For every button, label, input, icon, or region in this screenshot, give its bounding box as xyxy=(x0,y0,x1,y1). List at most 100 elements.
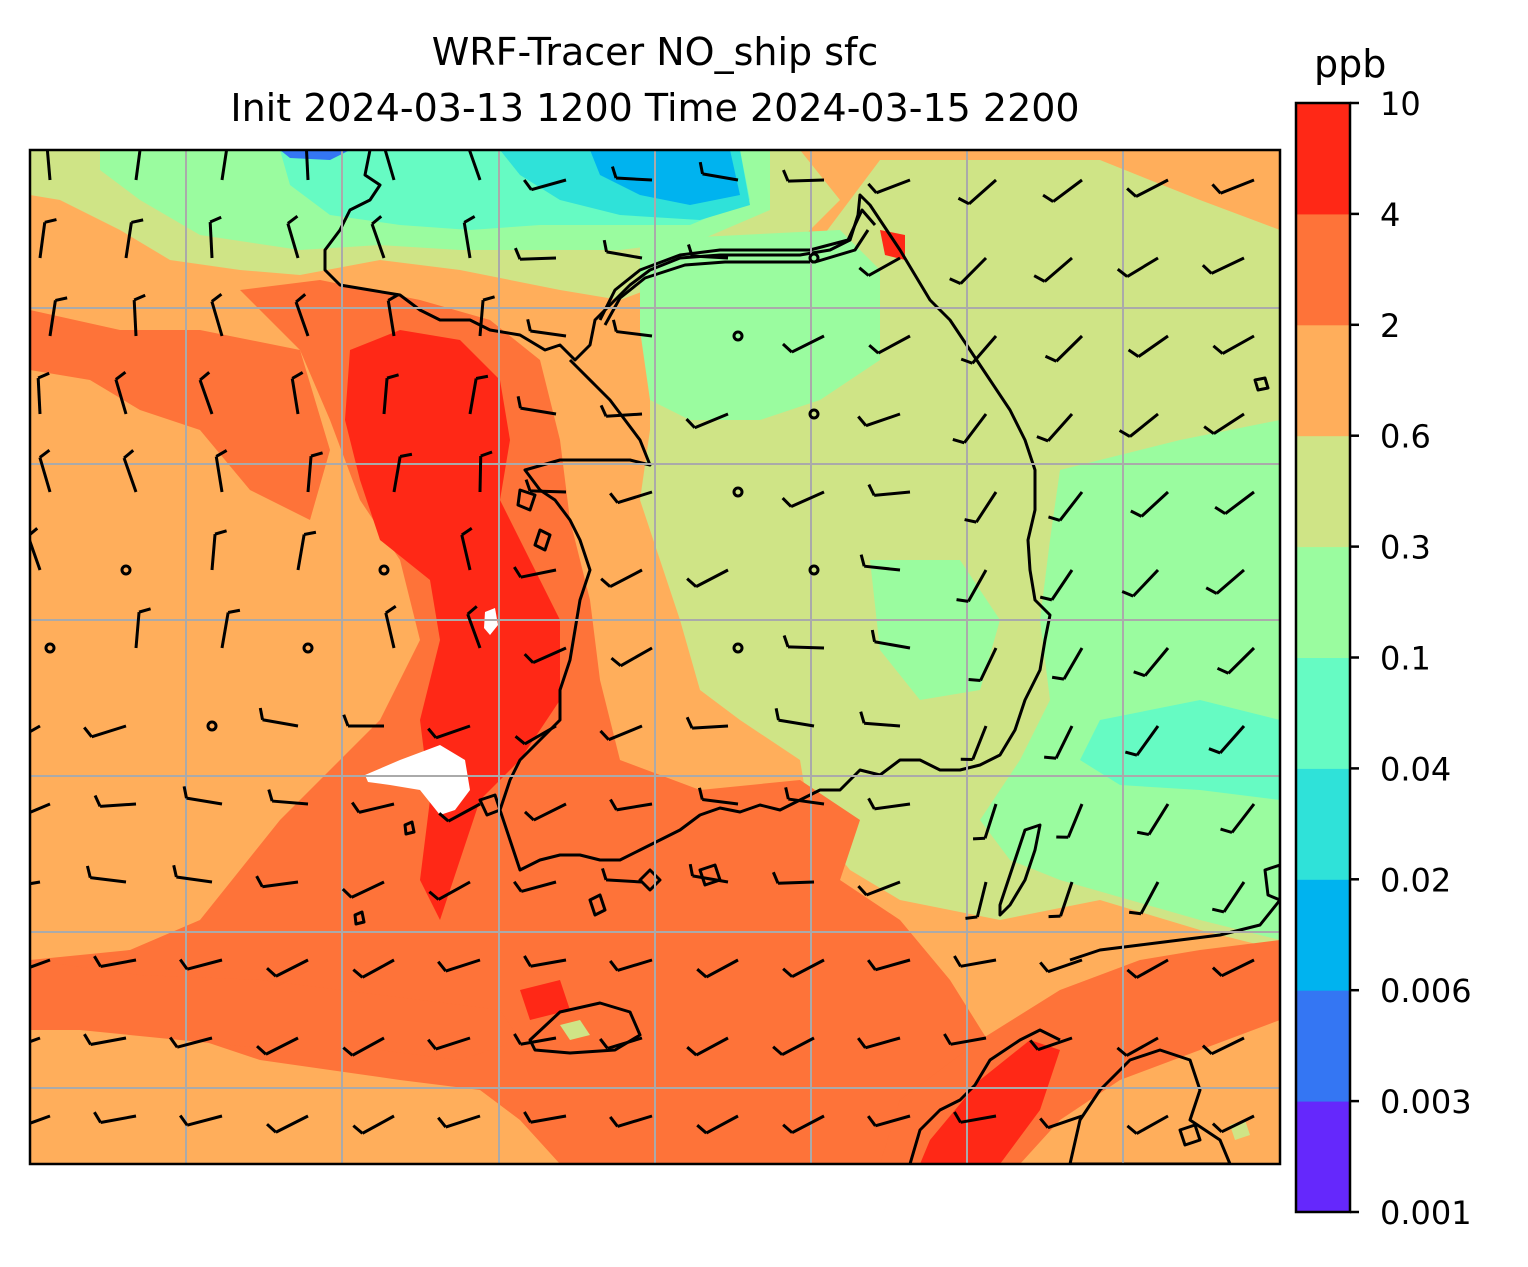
colorbar-tick-label: 10 xyxy=(1380,85,1421,123)
wind-barb xyxy=(93,1111,137,1124)
wind-barb xyxy=(698,161,739,182)
field-max-red xyxy=(345,330,560,920)
wind-barb xyxy=(1216,646,1256,675)
wind-barb xyxy=(208,215,222,259)
wind-barb xyxy=(609,798,653,812)
wind-barb xyxy=(968,647,998,683)
wind-barb xyxy=(698,787,739,806)
map-frame xyxy=(28,148,1282,1166)
wind-barb xyxy=(44,642,56,654)
wind-barb xyxy=(1211,881,1246,914)
coastline-island-korea-south-3 xyxy=(588,893,607,917)
wind-barb xyxy=(220,608,241,649)
wind-barb xyxy=(1048,491,1084,522)
wind-barb xyxy=(132,293,146,337)
wind-barb xyxy=(685,412,729,430)
wind-barb xyxy=(523,802,567,822)
wind-barb xyxy=(428,880,471,901)
wind-barb xyxy=(1126,178,1169,198)
wind-barb xyxy=(523,1111,567,1124)
field-jeju-green xyxy=(560,1020,590,1040)
wind-barb xyxy=(392,452,413,493)
wind-barb xyxy=(964,491,998,524)
wind-barb xyxy=(468,374,489,415)
coastline-island-sw-1 xyxy=(1178,1123,1202,1147)
map-panel xyxy=(30,150,1280,1164)
coastline-island-korea-west-2 xyxy=(533,528,552,552)
wind-barb xyxy=(437,1114,481,1129)
wind-barb xyxy=(83,724,127,739)
wind-barb xyxy=(1133,647,1170,678)
wind-barb xyxy=(30,958,51,969)
colorbar-tick-label: 0.006 xyxy=(1380,972,1472,1010)
wind-barb xyxy=(867,797,911,811)
wind-barb xyxy=(85,865,127,884)
wind-barb xyxy=(782,958,825,979)
wind-barb xyxy=(384,605,397,649)
wind-barb xyxy=(514,724,557,746)
wind-barb xyxy=(732,486,744,498)
wind-barb xyxy=(599,1036,643,1050)
wind-barb xyxy=(774,708,815,728)
wind-barb xyxy=(1126,958,1169,979)
colorbar-band xyxy=(1296,990,1350,1102)
wind-barb xyxy=(782,635,825,650)
wind-barb xyxy=(134,607,151,649)
coastline-island-sw-2 xyxy=(1263,863,1280,902)
coastline-jeju xyxy=(528,1001,642,1055)
wind-barb xyxy=(1220,803,1256,834)
wind-barb xyxy=(1214,490,1255,515)
wind-barb xyxy=(198,371,214,415)
wind-barb xyxy=(523,955,567,968)
wind-barb xyxy=(609,490,653,505)
coastline-se-islands xyxy=(908,1028,1061,1164)
wind-barb xyxy=(867,483,911,497)
wind-barb xyxy=(523,646,567,665)
wind-barb xyxy=(286,215,300,259)
coastline-kyushu xyxy=(1068,1048,1232,1164)
wind-barb xyxy=(516,396,557,416)
field-north-blue xyxy=(590,150,740,205)
wind-barb xyxy=(1211,178,1255,195)
wind-barb xyxy=(1211,958,1255,978)
wind-barb xyxy=(781,334,825,354)
wind-barb xyxy=(1048,881,1074,919)
wind-barb xyxy=(1128,881,1160,916)
wind-barb xyxy=(960,335,998,365)
wind-barb xyxy=(290,371,304,415)
wind-barb xyxy=(83,1033,127,1046)
wind-barb xyxy=(610,646,653,668)
wind-barb xyxy=(370,215,386,259)
wind-barb xyxy=(512,880,557,893)
wind-barb xyxy=(732,642,744,654)
colorbar-band xyxy=(1296,324,1350,437)
wind-barb xyxy=(1121,568,1160,598)
wind-barb xyxy=(93,794,137,808)
colorbar: 0.001 0.003 0.006 0.02 0.04 0.1 0.3 0.6 2 4 10 xyxy=(1294,85,1472,1232)
wind-barb xyxy=(1036,413,1074,443)
colorbar-tick-label: 0.02 xyxy=(1380,861,1451,899)
wind-barb xyxy=(609,1114,653,1128)
wind-barb xyxy=(781,490,825,508)
wind-barb xyxy=(386,293,400,337)
wind-barb xyxy=(1039,1114,1083,1130)
colorbar-band xyxy=(1296,657,1350,769)
colorbar-unit-label: ppb xyxy=(1314,42,1387,86)
wind-barb xyxy=(48,296,68,337)
wind-barb xyxy=(478,295,495,337)
coastline-honshu xyxy=(1069,899,1280,962)
coastline-island-korea-south-5 xyxy=(403,820,416,836)
wind-barb xyxy=(342,714,385,728)
wind-barb xyxy=(266,958,309,978)
wind-barbs xyxy=(30,150,1256,1135)
wind-barb xyxy=(696,1114,739,1135)
wind-barb xyxy=(953,1111,997,1124)
wind-barb xyxy=(611,319,653,338)
coastline-island-small-1 xyxy=(1253,376,1270,392)
wind-barb xyxy=(686,1036,729,1057)
wind-barb xyxy=(949,256,988,285)
coastline-liaodong-2 xyxy=(603,229,870,326)
wind-barb xyxy=(688,863,729,884)
wind-barb xyxy=(306,451,323,493)
wind-barb xyxy=(1127,334,1169,358)
